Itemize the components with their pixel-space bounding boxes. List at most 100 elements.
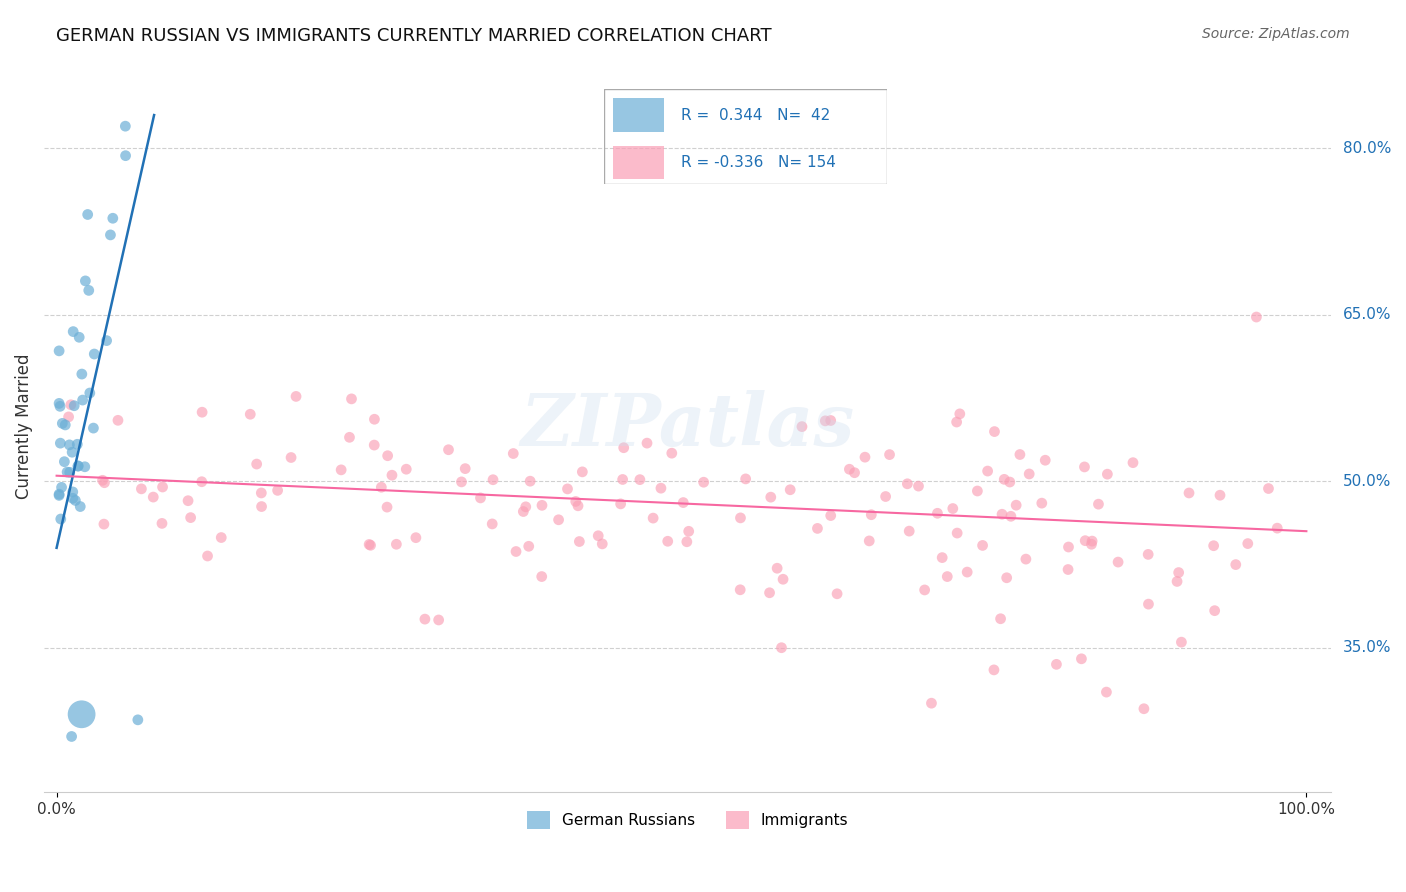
Point [377,449,399,463]
Point [363,438,385,452]
Point [643,511,665,525]
Point [609,497,631,511]
Point [676,534,699,549]
Point [413,612,436,626]
Point [530,499,553,513]
Point [1095,685,1118,699]
Point [628,473,651,487]
Point [70,707,93,722]
Point [942,501,965,516]
Point [427,613,450,627]
Point [75,274,97,288]
Point [266,483,288,498]
Point [62,325,84,339]
Point [838,462,860,476]
Point [1107,555,1129,569]
Point [62,491,84,506]
Point [586,529,609,543]
Point [991,508,1014,522]
Point [636,436,658,450]
Point [65,493,87,508]
Point [657,534,679,549]
Point [454,461,477,475]
Point [766,561,789,575]
Point [58,409,80,424]
Point [53,417,76,432]
Point [67,330,90,344]
Point [772,572,794,586]
Point [114,119,136,133]
Point [1257,482,1279,496]
Point [515,500,537,514]
Point [56,465,79,479]
Point [920,696,942,710]
Point [482,473,505,487]
Point [1166,574,1188,589]
Point [82,421,104,435]
Point [591,537,613,551]
Point [51,417,73,431]
Point [450,475,472,489]
Point [48,396,70,410]
Point [70,367,93,381]
Point [1057,540,1080,554]
Point [1031,496,1053,510]
Point [927,506,949,520]
Y-axis label: Currently Married: Currently Married [15,353,32,499]
Text: 35.0%: 35.0% [1343,640,1391,656]
Point [557,482,579,496]
Point [945,415,967,429]
Point [661,446,683,460]
Point [512,504,534,518]
Point [49,400,72,414]
Point [1265,521,1288,535]
Point [330,463,353,477]
Point [53,455,76,469]
Point [1008,448,1031,462]
Point [1170,635,1192,649]
Text: Source: ZipAtlas.com: Source: ZipAtlas.com [1202,27,1350,41]
Text: 50.0%: 50.0% [1343,474,1391,489]
Point [1209,488,1232,502]
Point [360,538,382,552]
Point [879,448,901,462]
Point [142,490,165,504]
Text: 65.0%: 65.0% [1343,308,1391,322]
Point [1133,702,1156,716]
Point [612,473,634,487]
Point [517,539,540,553]
Point [730,511,752,525]
Point [853,450,876,465]
Point [650,481,672,495]
Point [875,490,897,504]
Point [209,531,232,545]
Point [983,663,1005,677]
Point [66,459,89,474]
Point [180,510,202,524]
Point [1122,456,1144,470]
Point [285,389,308,403]
Point [820,413,842,427]
Point [239,407,262,421]
Point [820,508,842,523]
Point [844,466,866,480]
Point [692,475,714,490]
Point [1070,652,1092,666]
Point [790,419,813,434]
Point [152,480,174,494]
Point [1137,597,1160,611]
Point [359,537,381,551]
Point [69,500,91,514]
Point [530,569,553,583]
Point [1081,534,1104,549]
Point [91,473,114,487]
Point [806,521,828,535]
Point [470,491,492,505]
Point [83,347,105,361]
Point [1005,498,1028,512]
Point [51,480,73,494]
Point [860,508,883,522]
Point [363,412,385,426]
Point [48,488,70,502]
Point [76,207,98,221]
